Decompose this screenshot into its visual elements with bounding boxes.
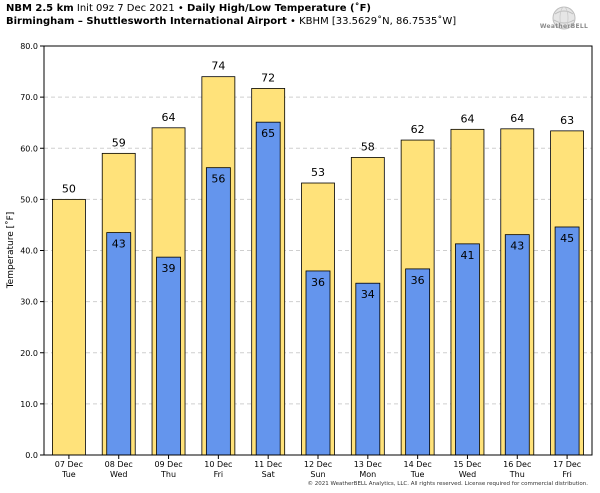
chart-title: Daily High/Low Temperature (˚F) [187, 3, 371, 14]
high-temp-label: 50 [62, 182, 76, 195]
x-tick-label-date: 13 Dec [354, 460, 382, 469]
low-temp-bar [455, 243, 480, 456]
low-temp-bar [205, 167, 231, 456]
x-tick-label-date: 10 Dec [204, 460, 232, 469]
x-tick-label-day: Sat [262, 470, 275, 479]
low-temp-label: 43 [112, 238, 126, 251]
low-temp-bar [106, 232, 132, 456]
low-temp-bar [355, 282, 381, 456]
low-temp-label: 45 [560, 232, 574, 245]
y-tick-label: 50.0 [20, 195, 38, 204]
low-temp-label: 65 [261, 127, 275, 140]
high-temp-label: 74 [211, 60, 225, 73]
x-tick-label-date: 15 Dec [453, 460, 481, 469]
logo-text: WeatherBELL [539, 23, 589, 30]
low-temp-bar [156, 256, 181, 456]
init-time: Init 09z 7 Dec 2021 [76, 3, 175, 14]
high-temp-label: 62 [411, 123, 425, 136]
low-temp-bar [405, 268, 431, 456]
x-tick-label-date: 07 Dec [55, 460, 83, 469]
y-tick-label: 80.0 [20, 42, 38, 51]
low-temp-label: 34 [361, 288, 375, 301]
x-tick-label-date: 16 Dec [503, 460, 531, 469]
y-axis: 0.0 10.0 20.0 30.0 40.0 50.0 60.0 70.0 80.0 [20, 42, 44, 460]
globe-icon [552, 6, 576, 30]
low-temp-bar [554, 226, 580, 456]
weatherbell-logo: WeatherBELL [534, 4, 594, 34]
x-tick-label-day: Thu [509, 470, 525, 479]
data-labels: 50 59 43 64 39 74 56 72 65 53 36 58 34 62 36 64 41 64 43 63… [62, 60, 574, 302]
low-temp-label: 36 [411, 274, 425, 287]
high-temp-label: 64 [162, 111, 176, 124]
high-temp-label: 64 [510, 112, 524, 125]
x-tick-label-date: 08 Dec [105, 460, 133, 469]
high-temp-label: 58 [361, 140, 375, 153]
low-temperature-bars [106, 121, 580, 456]
low-temp-label: 41 [460, 249, 474, 262]
model-name: NBM 2.5 km [6, 3, 74, 14]
high-temp-label: 72 [261, 71, 275, 84]
low-temp-bar [305, 270, 331, 456]
y-tick-label: 10.0 [20, 400, 38, 409]
low-temp-label: 36 [311, 276, 325, 289]
x-tick-label-day: Tue [61, 470, 76, 479]
x-tick-label-day: Wed [110, 470, 127, 479]
high-temp-label: 64 [460, 112, 474, 125]
location-name: Birmingham – Shuttlesworth International… [6, 16, 287, 27]
y-tick-label: 40.0 [20, 247, 38, 256]
high-temp-label: 59 [112, 136, 126, 149]
x-tick-label-date: 11 Dec [254, 460, 282, 469]
high-temp-label: 63 [560, 114, 574, 127]
y-tick-label: 70.0 [20, 93, 38, 102]
low-temp-label: 43 [510, 240, 524, 253]
x-tick-label-day: Thu [160, 470, 176, 479]
y-tick-label: 30.0 [20, 298, 38, 307]
x-tick-label-date: 12 Dec [304, 460, 332, 469]
x-tick-label-day: Sun [310, 470, 325, 479]
x-tick-label-day: Fri [214, 470, 224, 479]
y-tick-label: 20.0 [20, 349, 38, 358]
chart-header-line-2: Birmingham – Shuttlesworth International… [6, 16, 456, 28]
x-tick-label-date: 14 Dec [404, 460, 432, 469]
x-tick-label-day: Mon [359, 470, 376, 479]
x-tick-label-date: 09 Dec [154, 460, 182, 469]
low-temp-label: 39 [162, 262, 176, 275]
y-tick-label: 0.0 [25, 451, 38, 460]
x-tick-label-date: 17 Dec [553, 460, 581, 469]
y-axis-label: Temperature [˚F] [5, 212, 16, 290]
low-temp-bar [504, 234, 530, 456]
x-tick-label-day: Tue [410, 470, 425, 479]
separator: • [177, 3, 184, 14]
separator: • [290, 16, 296, 27]
low-temp-label: 56 [211, 173, 225, 186]
chart-header-line-1: NBM 2.5 km Init 09z 7 Dec 2021 • Daily H… [6, 3, 371, 15]
low-temp-bar [255, 121, 281, 456]
station-info: KBHM [33.5629˚N, 86.7535˚W] [299, 16, 457, 27]
x-tick-label-day: Fri [562, 470, 572, 479]
high-temp-label: 53 [311, 166, 325, 179]
high-temp-bar [52, 198, 86, 456]
y-tick-label: 60.0 [20, 144, 38, 153]
x-tick-label-day: Wed [459, 470, 476, 479]
copyright-footer: © 2021 WeatherBELL Analytics, LLC. All r… [307, 481, 588, 487]
